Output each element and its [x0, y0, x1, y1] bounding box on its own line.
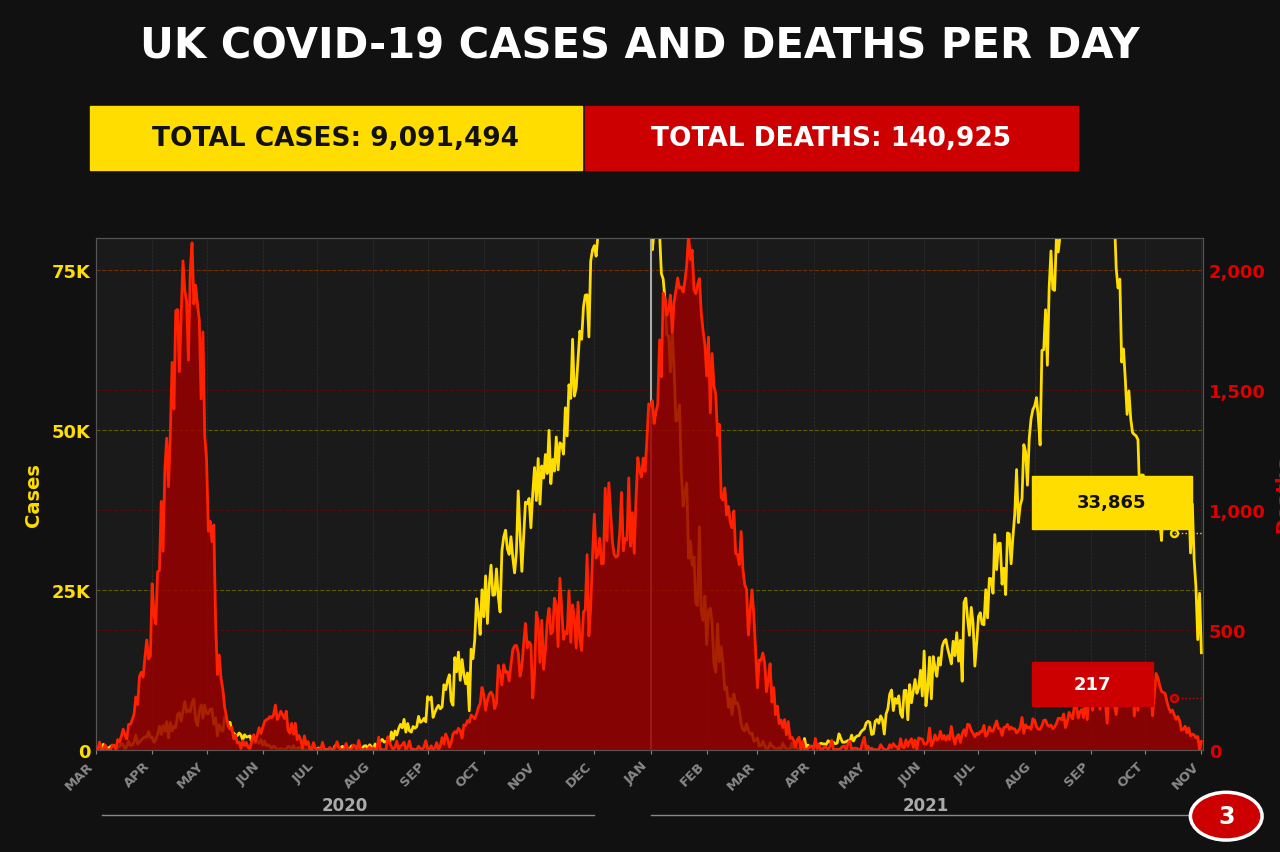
Text: 217: 217 — [1074, 675, 1111, 694]
Y-axis label: Deaths: Deaths — [1274, 456, 1280, 532]
Text: TOTAL CASES: 9,091,494: TOTAL CASES: 9,091,494 — [152, 125, 520, 152]
Text: 2020: 2020 — [321, 796, 367, 815]
Text: 3: 3 — [1219, 804, 1234, 828]
Text: 2021: 2021 — [902, 796, 948, 815]
Text: 33,865: 33,865 — [1078, 493, 1147, 512]
Text: UK COVID-19 CASES AND DEATHS PER DAY: UK COVID-19 CASES AND DEATHS PER DAY — [141, 26, 1139, 67]
Y-axis label: Cases: Cases — [24, 463, 44, 526]
Text: TOTAL DEATHS: 140,925: TOTAL DEATHS: 140,925 — [652, 125, 1011, 152]
